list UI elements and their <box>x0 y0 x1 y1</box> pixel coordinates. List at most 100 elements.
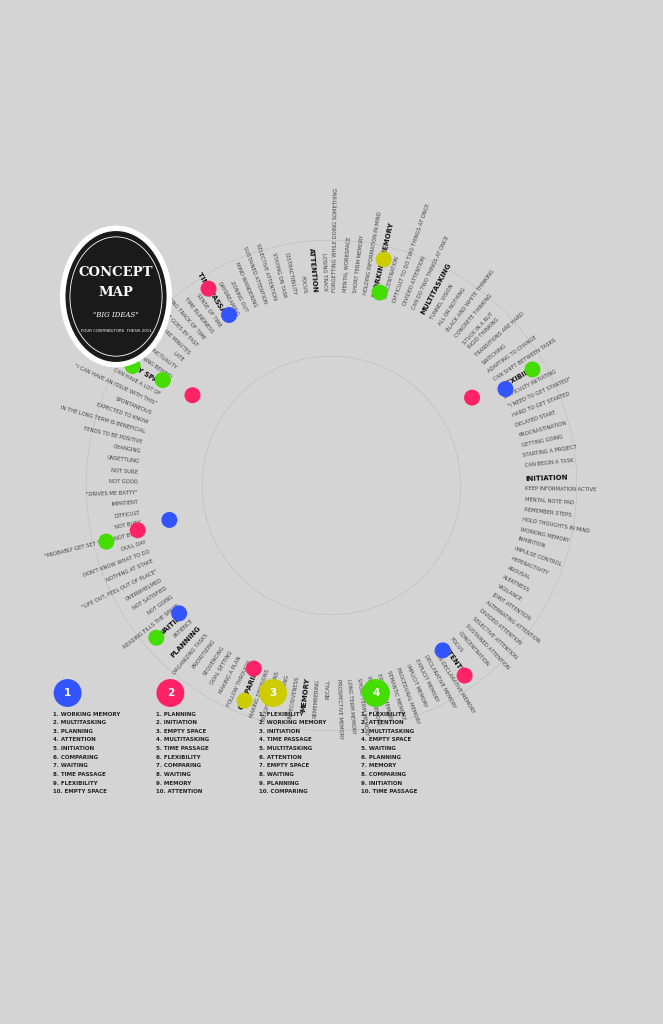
Text: HYPERACTIVITY: HYPERACTIVITY <box>511 556 550 575</box>
Text: DECLARATIVE MEMORY: DECLARATIVE MEMORY <box>424 654 457 709</box>
Text: SELECTIVE ATTENTION: SELECTIVE ATTENTION <box>471 615 518 659</box>
Text: NON-DECLARATIVE MEMORY: NON-DECLARATIVE MEMORY <box>432 648 475 714</box>
Circle shape <box>54 680 81 707</box>
Text: IMPLICIT MEMORY: IMPLICIT MEMORY <box>405 663 428 708</box>
Text: 3. EMPTY SPACE: 3. EMPTY SPACE <box>156 729 206 734</box>
Text: REMEMBERING: REMEMBERING <box>313 679 320 718</box>
Text: NOT GOOD: NOT GOOD <box>109 479 138 484</box>
Text: 2. ATTENTION: 2. ATTENTION <box>361 720 404 725</box>
Circle shape <box>457 669 472 683</box>
Text: 1. FLEXIBILITY: 1. FLEXIBILITY <box>259 712 303 717</box>
Text: CHOOSING: CHOOSING <box>279 674 290 702</box>
Text: 7. MEMORY: 7. MEMORY <box>361 763 396 768</box>
Text: "I NEED TO GET STARTED": "I NEED TO GET STARTED" <box>508 377 572 409</box>
Text: 3: 3 <box>270 688 276 698</box>
Text: SEQUENCING: SEQUENCING <box>202 645 225 677</box>
Text: EMPTY SPACE: EMPTY SPACE <box>117 355 167 388</box>
Circle shape <box>172 606 186 621</box>
Text: DIVIDED ATTENTION: DIVIDED ATTENTION <box>402 256 426 306</box>
Text: EPISODIC MEMORY: EPISODIC MEMORY <box>376 673 392 722</box>
Text: ALL OR NOTHING: ALL OR NOTHING <box>438 287 467 326</box>
Text: REMEMBER STEPS: REMEMBER STEPS <box>524 507 572 517</box>
Text: AROUSAL: AROUSAL <box>507 565 531 581</box>
Text: 3. INITIATION: 3. INITIATION <box>259 729 300 734</box>
Text: SENSE OF TIME: SENSE OF TIME <box>196 293 222 328</box>
Text: 4: 4 <box>372 688 380 698</box>
Circle shape <box>221 307 236 323</box>
Text: FOUR CONTRIBUTORS  THESIS 2011: FOUR CONTRIBUTORS THESIS 2011 <box>81 329 151 333</box>
Text: RIGID THINKING: RIGID THINKING <box>467 317 500 350</box>
Text: WORKING MEMORY: WORKING MEMORY <box>372 222 395 297</box>
Text: CONCEPT: CONCEPT <box>79 266 153 280</box>
Text: SHORT TERM MEMORY: SHORT TERM MEMORY <box>356 677 369 735</box>
Text: DISTRACTIBILITY: DISTRACTIBILITY <box>284 252 297 296</box>
Circle shape <box>247 662 261 676</box>
Text: CHANGING: CHANGING <box>112 444 141 455</box>
Text: VIGILANCE: VIGILANCE <box>497 584 523 602</box>
Text: MENTAL WORKSPACE: MENTAL WORKSPACE <box>343 237 351 292</box>
Ellipse shape <box>60 225 172 368</box>
Text: MAP: MAP <box>99 286 133 299</box>
Text: WORKING MEMORY: WORKING MEMORY <box>366 676 381 725</box>
Text: SHORT TERM MEMORY: SHORT TERM MEMORY <box>353 234 365 293</box>
Text: HOLD THOUGHTS IN MIND: HOLD THOUGHTS IN MIND <box>522 517 590 534</box>
Text: TRANSITIONS ARE HARD: TRANSITIONS ARE HARD <box>474 311 524 357</box>
Text: IMPATIENT: IMPATIENT <box>111 500 139 507</box>
Text: WORKING MEMORY: WORKING MEMORY <box>520 526 570 543</box>
Text: 6. ATTENTION: 6. ATTENTION <box>259 755 301 760</box>
Circle shape <box>465 390 479 404</box>
Ellipse shape <box>64 230 167 362</box>
Text: ALERTNESS: ALERTNESS <box>501 574 530 593</box>
Text: NOT GOING: NOT GOING <box>147 595 174 616</box>
Text: 1. FLEXIBILITY: 1. FLEXIBILITY <box>361 712 406 717</box>
Text: ADAPTING TO CHANGE: ADAPTING TO CHANGE <box>487 335 538 374</box>
Circle shape <box>260 680 286 707</box>
Text: 8. WAITING: 8. WAITING <box>259 772 294 777</box>
Text: SUSTAINED ATTENTION: SUSTAINED ATTENTION <box>464 624 511 671</box>
Text: 7. EMPTY SPACE: 7. EMPTY SPACE <box>259 763 309 768</box>
Circle shape <box>125 358 140 374</box>
Text: SPONTANEOUS: SPONTANEOUS <box>114 396 152 415</box>
Text: 2. WORKING MEMORY: 2. WORKING MEMORY <box>259 720 326 725</box>
Text: 8. WAITING: 8. WAITING <box>156 772 191 777</box>
Text: PRIORITIZING: PRIORITIZING <box>192 639 217 670</box>
Text: FLEXIBILITY: FLEXIBILITY <box>498 362 541 391</box>
Text: HOLDING INFORMATION IN MIND: HOLDING INFORMATION IN MIND <box>363 211 383 295</box>
Text: "LIFE OUT, FEEL OUT OF PLACE": "LIFE OUT, FEEL OUT OF PLACE" <box>82 568 158 609</box>
Text: SELECTIVE ATTENTION: SELECTIVE ATTENTION <box>255 243 277 301</box>
Text: DIFFICULT TO DO TWO THINGS AT ONCE: DIFFICULT TO DO TWO THINGS AT ONCE <box>392 203 431 303</box>
Text: 10. COMPARING: 10. COMPARING <box>259 790 308 795</box>
Text: MULTITASKING: MULTITASKING <box>420 262 452 315</box>
Text: SUSTAINED ATTENTION: SUSTAINED ATTENTION <box>242 246 268 304</box>
Text: DULL DAY: DULL DAY <box>121 540 147 552</box>
Text: COMPARING: COMPARING <box>238 665 262 711</box>
Text: 9. FLEXIBILITY: 9. FLEXIBILITY <box>53 780 97 785</box>
Text: MAKING A PLAN: MAKING A PLAN <box>219 655 243 694</box>
Text: 9. PLANNING: 9. PLANNING <box>259 780 298 785</box>
Text: 2: 2 <box>167 688 174 698</box>
Text: BLACK AND WHITE THINKING: BLACK AND WHITE THINKING <box>446 268 496 332</box>
Text: STAYING ON TASK: STAYING ON TASK <box>271 252 287 298</box>
Circle shape <box>377 252 391 266</box>
Text: 4. TIME PASSAGE: 4. TIME PASSAGE <box>259 737 312 742</box>
Text: MAKING DECISIONS: MAKING DECISIONS <box>249 668 271 718</box>
Text: GOAL SETTING: GOAL SETTING <box>210 650 234 686</box>
Text: ZONING OUT: ZONING OUT <box>229 280 249 312</box>
Circle shape <box>162 513 176 527</box>
Text: EXPLICIT MEMORY: EXPLICIT MEMORY <box>414 658 440 703</box>
Text: 8. COMPARING: 8. COMPARING <box>361 772 406 777</box>
Text: 5. TIME PASSAGE: 5. TIME PASSAGE <box>156 746 209 751</box>
Circle shape <box>131 523 145 538</box>
Text: NOTHING AT STAKE: NOTHING AT STAKE <box>105 559 154 584</box>
Text: NOT SURE: NOT SURE <box>111 468 138 474</box>
Text: CONCENTRATION: CONCENTRATION <box>457 630 490 668</box>
Text: STUCK IN A RUT: STUCK IN A RUT <box>462 311 495 345</box>
Text: PROCEDURAL MEMORY: PROCEDURAL MEMORY <box>395 667 420 725</box>
Text: DAYDREAMING: DAYDREAMING <box>217 281 239 317</box>
Circle shape <box>373 286 387 300</box>
Text: CAN SHIFT BETWEEN TASKS: CAN SHIFT BETWEEN TASKS <box>493 338 557 382</box>
Text: 6. COMPARING: 6. COMPARING <box>53 755 98 760</box>
Circle shape <box>436 643 450 657</box>
Text: 4. ATTENTION: 4. ATTENTION <box>53 737 95 742</box>
Circle shape <box>99 535 113 549</box>
